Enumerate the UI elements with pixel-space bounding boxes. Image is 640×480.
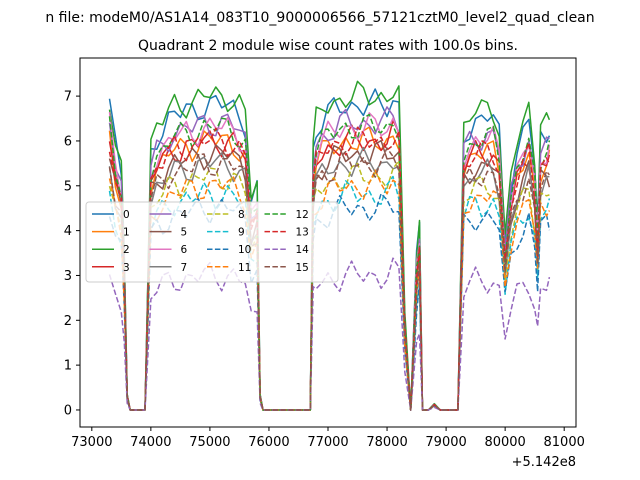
legend-label-5: 5	[181, 227, 188, 239]
legend-label-10: 10	[238, 244, 251, 256]
series-line-11	[108, 169, 551, 411]
x-tick-label: 81000	[544, 435, 585, 450]
legend-label-8: 8	[238, 209, 245, 221]
y-tick-label: 4	[64, 224, 72, 239]
series-line-0	[108, 88, 551, 411]
series-line-6	[108, 112, 551, 411]
y-tick-label: 3	[64, 269, 72, 284]
y-tick-label: 2	[64, 314, 72, 329]
y-tick-label: 0	[64, 403, 72, 418]
y-tick-label: 1	[64, 359, 72, 374]
legend-label-2: 2	[123, 244, 130, 256]
series-line-13	[108, 126, 551, 411]
y-axis: 0 1 2 3 4 5 6 7	[64, 90, 80, 418]
legend-label-3: 3	[123, 262, 130, 274]
legend-box	[85, 201, 339, 283]
legend-label-6: 6	[181, 244, 188, 256]
series-line-8	[108, 159, 550, 411]
x-tick-label: 74000	[130, 435, 171, 450]
x-axis: 73000 74000 75000 76000 77000 78000 79000 80000…	[71, 427, 585, 450]
legend-label-1: 1	[123, 227, 130, 239]
x-tick-label: 75000	[189, 435, 230, 450]
x-tick-label: 80000	[484, 435, 525, 450]
legend-label-4: 4	[181, 209, 188, 221]
legend-label-12: 12	[296, 209, 309, 221]
chart-suptitle: n file: modeM0/AS1A14_083T10_9000006566_…	[45, 10, 594, 26]
chart-title: Quadrant 2 module wise count rates with …	[138, 38, 518, 54]
legend-label-13: 13	[296, 227, 309, 239]
series-line-5	[108, 139, 551, 411]
series-line-12	[108, 113, 551, 411]
x-tick-label: 78000	[366, 435, 407, 450]
x-tick-label: 79000	[425, 435, 466, 450]
legend-label-15: 15	[296, 262, 309, 274]
legend-label-0: 0	[123, 209, 130, 221]
x-offset-label: +5.142e8	[512, 455, 576, 470]
legend-label-11: 11	[238, 262, 251, 274]
x-tick-label: 76000	[248, 435, 289, 450]
series-line-14	[108, 257, 551, 411]
series-line-7	[108, 146, 550, 411]
y-tick-label: 7	[64, 90, 72, 105]
series-line-2	[108, 80, 551, 411]
x-tick-label: 77000	[307, 435, 348, 450]
x-tick-label: 73000	[71, 435, 112, 450]
legend-label-9: 9	[238, 227, 245, 239]
y-tick-label: 6	[64, 134, 72, 149]
legend-label-7: 7	[181, 262, 188, 274]
series-line-15	[108, 147, 550, 411]
legend-label-14: 14	[296, 244, 310, 256]
y-tick-label: 5	[64, 179, 72, 194]
